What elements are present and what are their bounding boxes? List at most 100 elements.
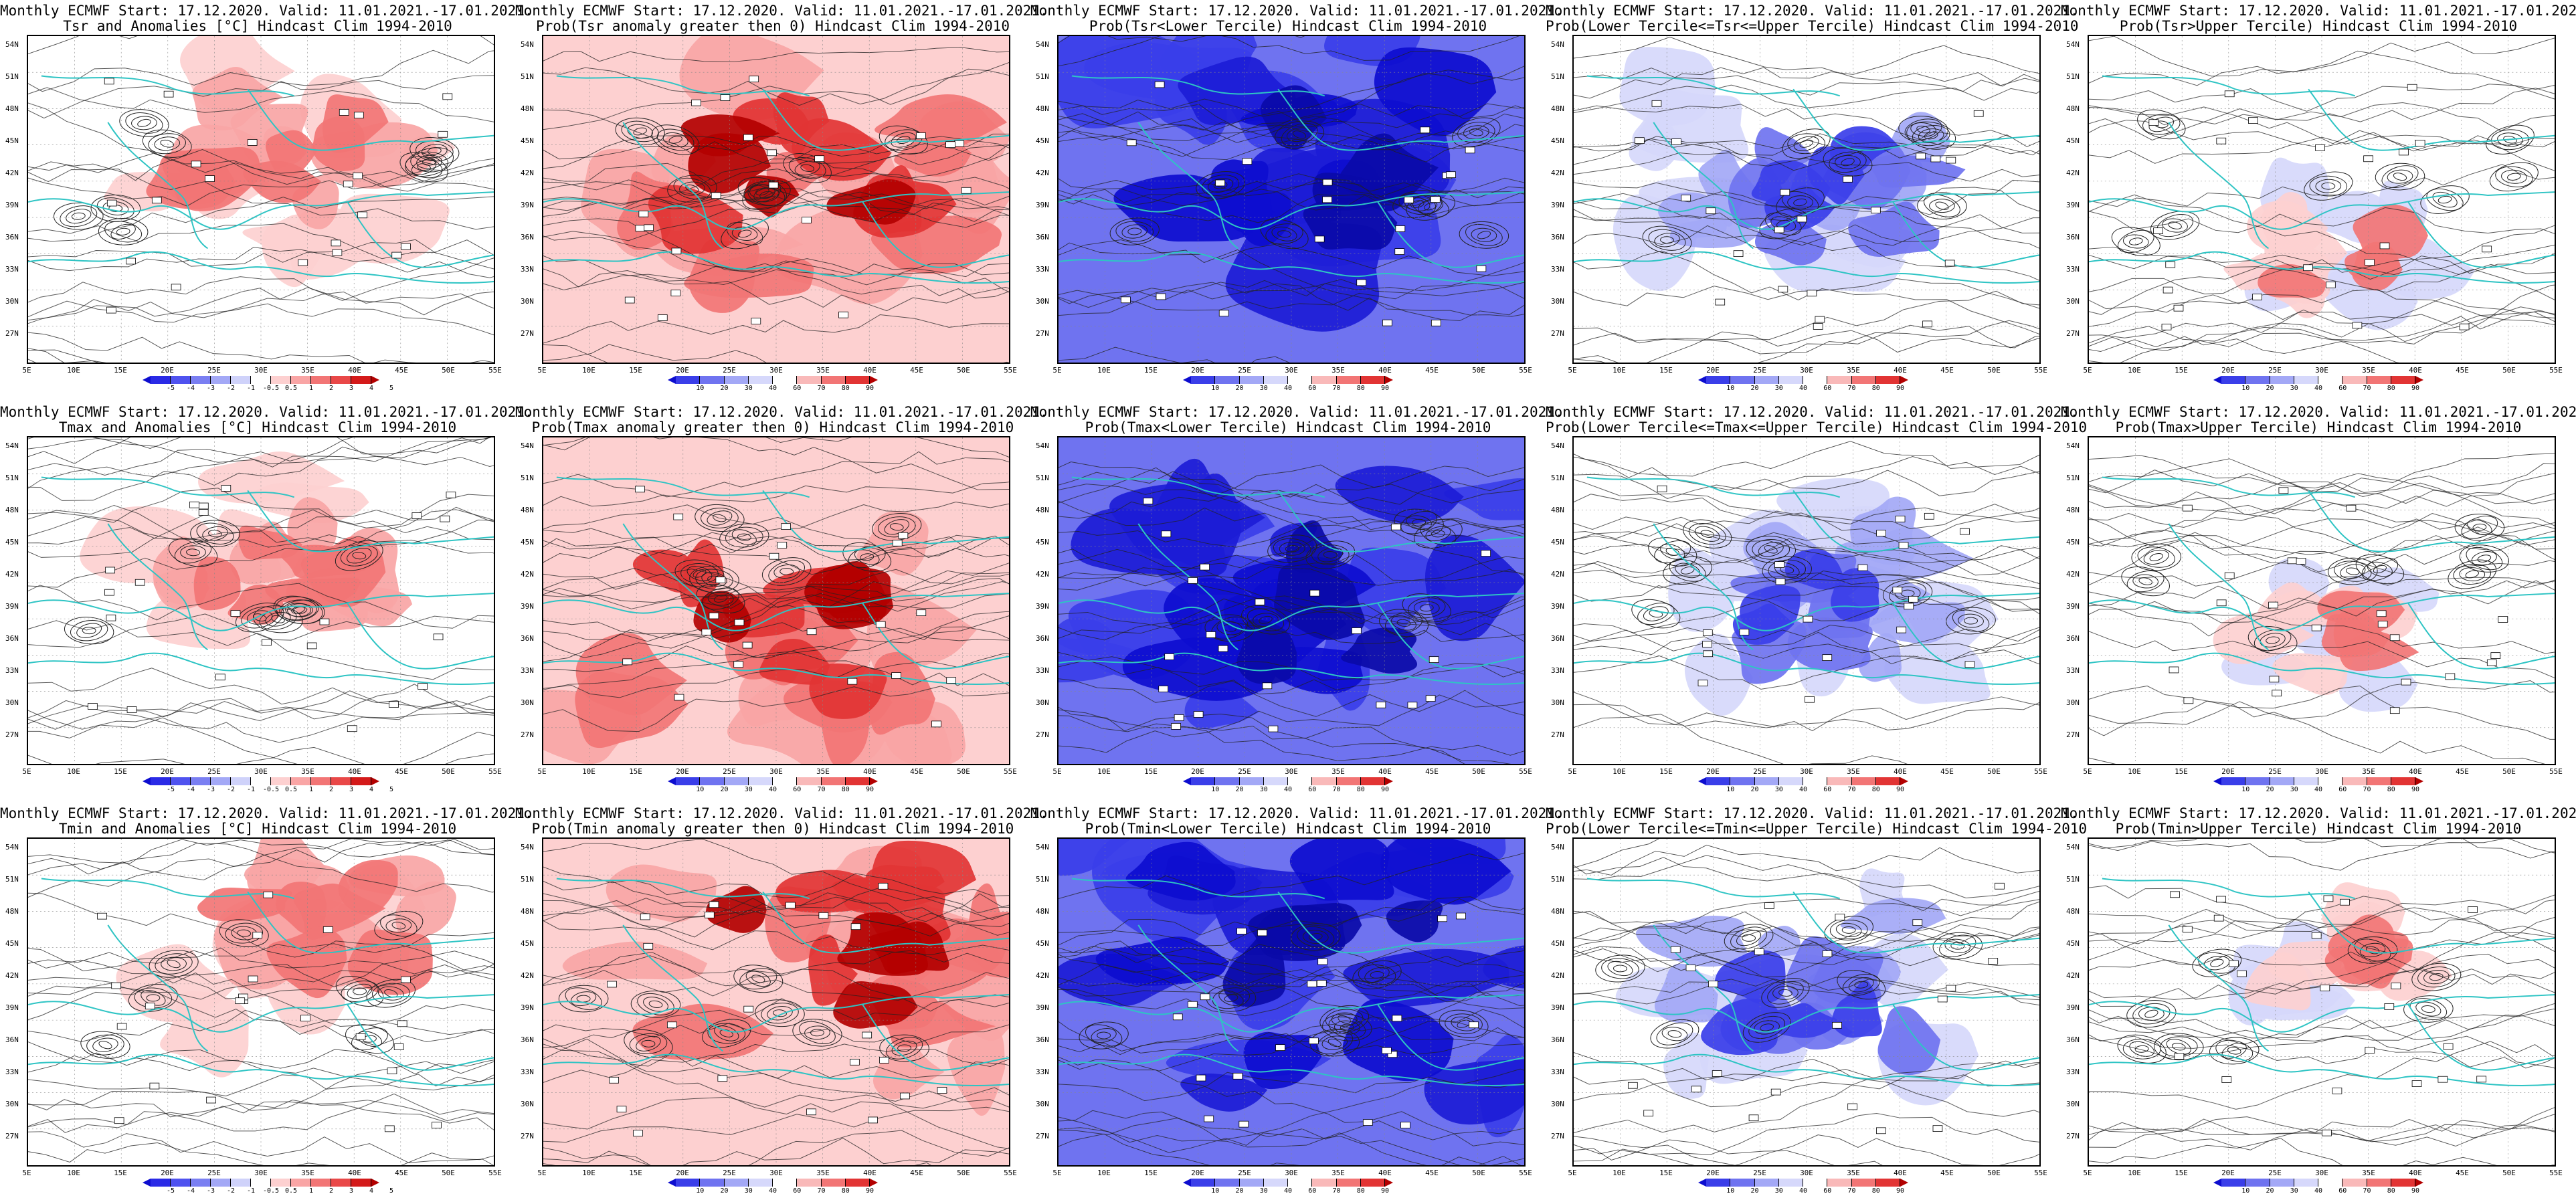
terrain-contour: [2210, 959, 2224, 967]
isotherm-contour: [2089, 36, 2555, 100]
coastline: [2407, 201, 2555, 268]
colorbar-swatch: [1730, 1179, 1755, 1187]
map-canvas: [543, 839, 1009, 1165]
longitude-label: 55E: [1004, 767, 1017, 776]
terrain-contour: [1764, 212, 1802, 235]
latitude-label: 36N: [1036, 1035, 1049, 1044]
terrain-contour: [76, 623, 102, 638]
map-area: [1057, 35, 1526, 364]
station-marker: [657, 314, 668, 321]
shaded-region: [2324, 944, 2397, 985]
station-marker: [332, 249, 343, 256]
isotherm-contour: [1059, 715, 1466, 764]
isotherm-contour: [28, 684, 494, 724]
colorbar-tick-label: 40: [1283, 385, 1293, 392]
terrain-contour: [2137, 546, 2175, 568]
longitude-label: 40E: [863, 767, 877, 776]
colorbar-swatch: [1191, 777, 1216, 785]
terrain-contour: [2215, 1039, 2253, 1062]
coastline: [556, 878, 810, 900]
isotherm-contour: [2089, 885, 2555, 955]
longitude-label: 10E: [1613, 366, 1626, 375]
shaded-region: [1663, 1032, 1710, 1099]
station-marker: [2224, 572, 2235, 579]
terrain-contour: [810, 1029, 824, 1037]
station-marker: [2183, 504, 2193, 512]
terrain-contour: [148, 133, 186, 155]
station-marker: [1206, 631, 1216, 638]
isotherm-contour: [28, 509, 494, 588]
terrain-contour: [1425, 526, 1451, 542]
station-marker: [916, 609, 927, 617]
latitude-label: 51N: [1036, 875, 1049, 884]
terrain-contour: [1286, 127, 1313, 142]
map-canvas: [2089, 36, 2555, 363]
colorbar-swatch: [191, 376, 211, 384]
coastline: [28, 994, 494, 1033]
coastline: [28, 191, 494, 230]
isotherm-contour: [1059, 500, 1524, 575]
terrain-contour: [2448, 559, 2497, 589]
terrain-contour: [2432, 191, 2458, 208]
coastline: [2089, 251, 2555, 284]
coastline: [247, 891, 494, 954]
longitude-label: 20E: [161, 366, 174, 375]
longitude-label: 5E: [1052, 366, 1062, 375]
longitude-label: 55E: [2549, 767, 2563, 776]
longitude-label: 50E: [957, 767, 970, 776]
colorbar-tick-label: -5: [166, 786, 175, 793]
coastline: [556, 476, 810, 498]
terrain-contour: [1311, 544, 1350, 565]
station-marker: [2363, 155, 2373, 163]
longitude-label: 55E: [1519, 1169, 1532, 1177]
colorbar-tick-label: 30: [744, 1187, 753, 1195]
isotherm-contour: [28, 506, 494, 558]
station-marker: [106, 199, 117, 207]
longitude-label: 20E: [1706, 767, 1720, 776]
colorbar-legend: -5 -4 -3 -2 -1 -0.5 0.5 1 2 3 4 5: [143, 376, 393, 392]
station-marker: [1706, 207, 1716, 215]
coastline: [1792, 88, 2039, 151]
latitude-label: 27N: [1551, 329, 1564, 338]
terrain-contour: [621, 120, 659, 142]
terrain-contour: [731, 226, 758, 241]
isotherm-contour: [1574, 979, 2039, 998]
terrain-contour: [695, 504, 745, 532]
coastline: [28, 593, 494, 631]
terrain-contour: [673, 177, 711, 200]
shaded-region: [312, 116, 365, 171]
terrain-contour: [1370, 971, 1384, 979]
isotherm-contour: [543, 1090, 1009, 1130]
latitude-label: 51N: [5, 474, 19, 482]
terrain-contour: [374, 910, 424, 940]
terrain-contour: [1327, 1038, 1342, 1047]
colorbar-swatch: [1851, 777, 1876, 785]
terrain-contour: [737, 177, 787, 206]
station-marker: [1456, 912, 1466, 920]
station-marker: [401, 976, 411, 983]
colorbar-tick-label: 30: [2290, 1187, 2298, 1195]
longitude-label: 20E: [676, 1169, 689, 1177]
terrain-contour: [1778, 989, 1792, 997]
terrain-contour: [2122, 1038, 2161, 1060]
station-marker: [743, 134, 753, 141]
longitude-label: 45E: [1425, 767, 1439, 776]
isotherm-contour: [1574, 479, 2039, 529]
station-marker: [2437, 1076, 2448, 1083]
latitude-label: 45N: [1036, 939, 1049, 948]
station-marker: [847, 678, 858, 685]
latitude-label: 36N: [2066, 233, 2080, 241]
terrain-contour: [366, 979, 416, 1008]
longitude-label: 45E: [910, 366, 923, 375]
terrain-contour: [879, 1034, 929, 1062]
shaded-region: [2272, 653, 2353, 696]
latitude-label: 45N: [1036, 538, 1049, 546]
coastline: [2089, 593, 2555, 631]
isotherm-contour: [1574, 1058, 2039, 1117]
isotherm-contour: [1574, 214, 2039, 250]
terrain-contour: [2387, 169, 2413, 184]
station-marker: [862, 1031, 872, 1039]
terrain-contour: [624, 1029, 673, 1058]
isotherm-contour: [1059, 113, 1524, 161]
latitude-label: 48N: [521, 907, 534, 916]
